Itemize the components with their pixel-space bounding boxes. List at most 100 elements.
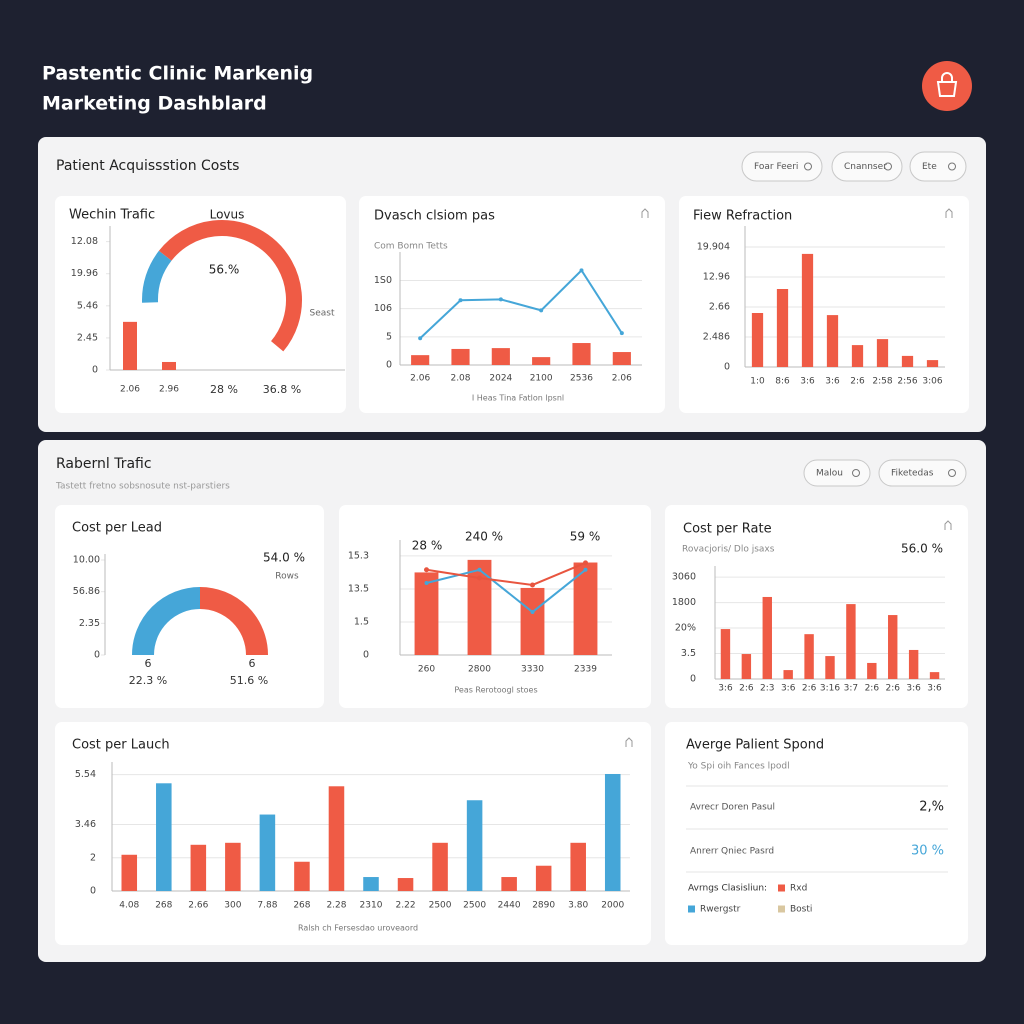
line-point	[424, 580, 429, 585]
bar	[328, 786, 345, 891]
bar	[888, 615, 898, 679]
title: Cost per Lead	[72, 521, 162, 536]
gauge-label: 51.6 %	[230, 674, 268, 687]
x-tick-label: 2.22	[396, 901, 416, 911]
y-tick-label: 19.96	[71, 268, 98, 279]
footer: I Heas Tina Fatlon lpsnl	[472, 394, 564, 403]
filter-button[interactable]	[803, 459, 871, 487]
bar	[604, 773, 621, 891]
bar	[720, 629, 731, 679]
legend-swatch	[688, 905, 695, 913]
line-point	[619, 331, 624, 336]
line-point	[583, 567, 588, 572]
y-tick-label: 0	[90, 886, 96, 897]
y-tick-label: 3060	[672, 572, 696, 583]
bar	[190, 844, 207, 891]
subtitle: Com Bomn Tetts	[374, 242, 448, 252]
x-tick-label: 2500	[463, 901, 486, 911]
x-tick-label: 2.66	[188, 901, 208, 911]
y-tick-label: 0	[94, 650, 100, 661]
bar	[762, 596, 772, 679]
line-point	[477, 567, 482, 572]
bar	[467, 559, 492, 655]
x-tick-label: 2:58	[872, 377, 892, 387]
x-tick-label: 2890	[532, 901, 555, 911]
y-tick-label: 2.486	[703, 332, 730, 343]
bar	[466, 800, 483, 891]
bar	[783, 670, 793, 679]
x-tick-label: 2.06	[120, 385, 140, 395]
button-icon	[884, 162, 892, 171]
annotation: 59 %	[570, 530, 601, 544]
bar	[162, 361, 176, 370]
line	[426, 561, 586, 587]
y-tick-label: 3.46	[75, 819, 96, 830]
bar	[572, 343, 591, 365]
y-tick-label: 106	[374, 303, 392, 314]
x-tick-label: 2100	[530, 374, 553, 384]
row-value: 30 %	[911, 844, 944, 859]
x-tick-label: 1:0	[750, 377, 765, 387]
x-tick-label: 2.96	[159, 385, 179, 395]
x-tick-label: 2536	[570, 374, 593, 384]
gauge-segment	[142, 250, 172, 303]
y-tick-label: 0	[386, 360, 392, 371]
x-tick-label: 3:7	[844, 684, 858, 694]
section-title: Rabernl Trafic	[56, 456, 152, 472]
bar	[411, 355, 430, 365]
header-title: Pastentic Clinic Markenig	[42, 63, 313, 85]
x-tick-label: 2:6	[865, 684, 880, 694]
y-tick-label: 12.96	[703, 272, 730, 283]
bar	[826, 315, 839, 367]
button-icon	[948, 469, 956, 477]
title: Wechin Trafic	[69, 208, 155, 223]
bar	[520, 587, 545, 655]
line-point	[539, 308, 544, 313]
x-tick-label: 2:6	[850, 377, 865, 387]
annotation: 28 %	[412, 539, 443, 553]
bar	[851, 345, 864, 367]
row-label: Anrerr Qniec Pasrd	[690, 847, 774, 857]
filter-button[interactable]	[741, 151, 823, 182]
gauge-label: 6	[249, 657, 256, 670]
y-tick-label: 12.08	[71, 236, 98, 247]
subtitle: Rovacjoris/ Dlo jsaxs	[682, 545, 775, 555]
bar	[491, 348, 510, 365]
y-tick-label: 15.3	[348, 550, 369, 561]
cart-button[interactable]	[922, 61, 972, 111]
filter-button[interactable]	[878, 459, 967, 487]
bar	[876, 339, 889, 367]
icon-bg[interactable]	[922, 61, 972, 111]
bar	[451, 348, 470, 365]
panel	[679, 196, 969, 413]
filter-button[interactable]	[909, 151, 967, 182]
filter-button[interactable]	[831, 151, 903, 182]
y-tick-label: 1S0	[374, 275, 392, 286]
x-tick-label: 300	[224, 901, 241, 911]
header-title: Marketing Dashblard	[42, 93, 267, 115]
x-tick-label: 2.06	[410, 374, 430, 384]
bar	[801, 253, 814, 367]
bar	[612, 352, 631, 365]
bar	[741, 654, 752, 679]
bar	[294, 861, 310, 891]
y-tick-label: 0	[363, 650, 369, 661]
bar	[501, 877, 517, 891]
legend-swatch	[778, 884, 785, 892]
y-tick-label: 19.904	[697, 242, 730, 253]
bar	[414, 572, 439, 655]
x-tick-label: 2:6	[885, 684, 900, 694]
footer: Ralsh ch Fersesdao uroveaord	[298, 924, 418, 933]
y-tick-label: 5.46	[77, 300, 98, 311]
y-tick-label: 2.45	[77, 332, 98, 343]
x-tick-label: 2:6	[802, 684, 817, 694]
bar	[535, 865, 552, 891]
bar	[225, 842, 241, 891]
bar	[363, 877, 379, 891]
center-label: 56.%	[209, 263, 240, 277]
line-point	[530, 582, 535, 588]
footer: Peas Rerotoogl stoes	[454, 686, 537, 695]
x-tick-label: 8:6	[775, 377, 790, 387]
y-tick-label: 3.5	[681, 648, 696, 659]
